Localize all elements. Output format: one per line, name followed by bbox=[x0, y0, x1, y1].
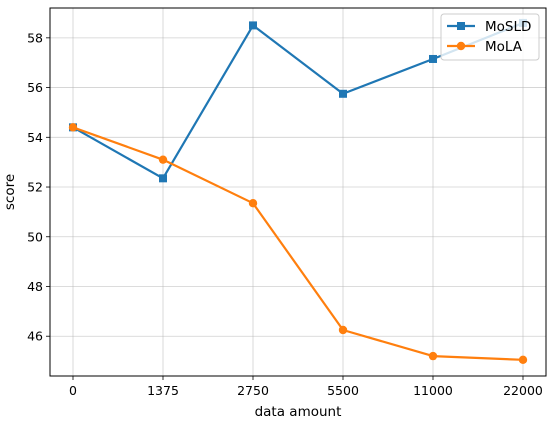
plot-frame bbox=[49, 7, 547, 377]
data-point bbox=[68, 123, 78, 132]
data-point bbox=[339, 89, 347, 98]
legend-label: MoLA bbox=[485, 39, 523, 55]
grid-lines bbox=[50, 8, 546, 376]
x-axis: 0 1375 2750 5500 11000 22000 bbox=[69, 376, 543, 398]
y-tick-label: 50 bbox=[27, 229, 43, 244]
y-tick-label: 58 bbox=[27, 30, 43, 45]
y-tick-label: 54 bbox=[27, 130, 43, 145]
data-point bbox=[428, 351, 438, 361]
legend-marker bbox=[457, 22, 465, 30]
legend-item-mola: MoLA bbox=[447, 39, 523, 55]
legend-marker bbox=[456, 41, 466, 51]
y-axis-title: score bbox=[2, 174, 18, 210]
data-point bbox=[158, 155, 168, 164]
x-tick-label: 22000 bbox=[503, 383, 543, 398]
y-tick-label: 48 bbox=[27, 279, 43, 294]
x-axis-title: data amount bbox=[255, 404, 342, 420]
y-tick-label: 46 bbox=[27, 329, 43, 344]
x-tick-label: 2750 bbox=[237, 383, 269, 398]
legend-label: MoSLD bbox=[485, 19, 531, 35]
x-tick-label: 0 bbox=[69, 383, 77, 398]
y-axis: 46 48 50 52 54 56 58 bbox=[27, 30, 50, 344]
data-point bbox=[249, 21, 257, 30]
data-point bbox=[429, 54, 437, 63]
legend-item-mosld: MoSLD bbox=[447, 19, 531, 35]
legend: MoSLD MoLA bbox=[440, 13, 540, 61]
y-tick-label: 52 bbox=[27, 180, 43, 195]
y-tick-label: 56 bbox=[27, 80, 43, 95]
data-point bbox=[518, 355, 528, 365]
x-tick-label: 11000 bbox=[413, 383, 453, 398]
data-point bbox=[248, 198, 258, 208]
data-point bbox=[159, 174, 167, 183]
series-line bbox=[72, 126, 524, 361]
x-tick-label: 1375 bbox=[147, 383, 179, 398]
x-tick-label: 5500 bbox=[327, 383, 359, 398]
data-point bbox=[338, 325, 348, 335]
series-mola bbox=[68, 123, 528, 365]
